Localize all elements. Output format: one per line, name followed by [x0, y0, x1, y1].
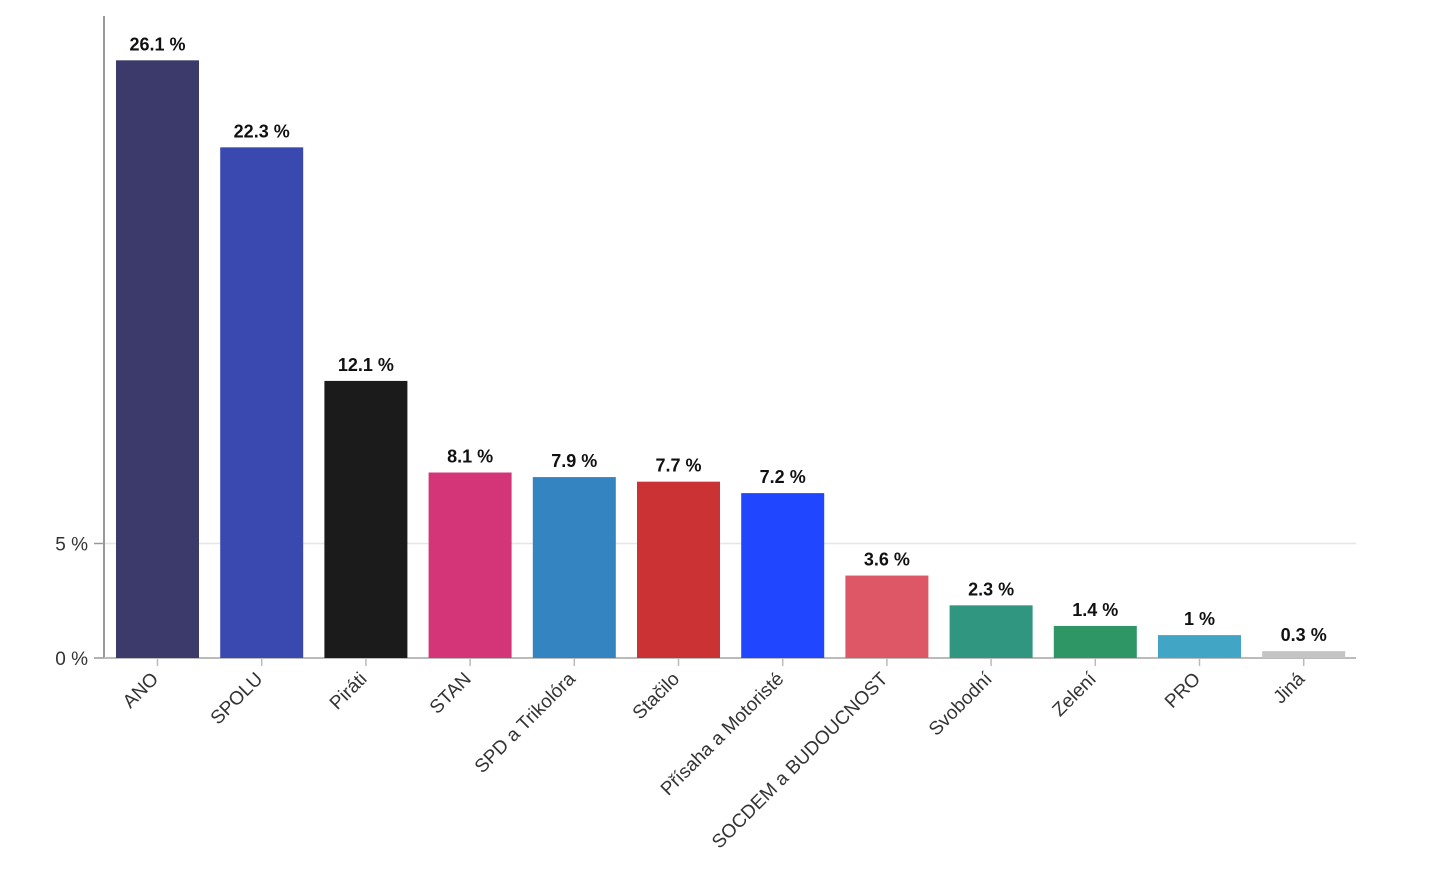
category-label: Jiná	[1270, 668, 1310, 708]
category-label: STAN	[426, 669, 476, 719]
value-label: 12.1 %	[338, 355, 394, 375]
bar	[637, 481, 720, 658]
y-tick-label: 5 %	[55, 535, 88, 556]
bar	[1158, 635, 1241, 658]
y-tick-label: 0 %	[55, 649, 88, 670]
value-label: 8.1 %	[447, 447, 493, 467]
value-label: 7.2 %	[760, 467, 806, 487]
value-labels: 26.1 % 22.3 % 12.1 % 8.1 % 7.9 % 7.7 % 7.2 % 3.…	[129, 34, 1326, 645]
category-label: SOCDEM a BUDOUCNOST	[708, 668, 893, 853]
bar	[428, 472, 512, 658]
category-label: Stačilo	[629, 669, 684, 724]
category-label: PRO	[1161, 669, 1205, 713]
value-label: 3.6 %	[864, 550, 910, 570]
bar	[116, 60, 199, 659]
bar	[741, 493, 825, 658]
category-label: Svobodní	[925, 668, 997, 740]
axes	[94, 16, 1356, 666]
value-label: 0.3 %	[1281, 625, 1327, 645]
value-label: 1 %	[1184, 609, 1215, 629]
bar	[220, 147, 304, 658]
value-label: 7.9 %	[551, 451, 597, 471]
category-label: ANO	[119, 669, 163, 713]
bar	[1053, 625, 1137, 658]
bar	[1262, 651, 1346, 658]
category-label: Zelení	[1049, 668, 1102, 721]
category-label: SPD a Trikolóra	[471, 668, 580, 777]
bar	[845, 575, 929, 658]
bar	[532, 477, 616, 658]
value-label: 22.3 %	[234, 121, 290, 141]
bars	[116, 60, 1346, 659]
value-label: 2.3 %	[968, 579, 1014, 599]
category-label: SPOLU	[207, 669, 267, 729]
bar	[324, 380, 408, 658]
value-label: 7.7 %	[655, 456, 701, 476]
y-tick-labels: 0 % 5 %	[55, 535, 88, 671]
value-label: 26.1 %	[129, 34, 185, 54]
category-label: Piráti	[326, 669, 371, 714]
bar	[949, 605, 1033, 658]
value-label: 1.4 %	[1072, 600, 1118, 620]
